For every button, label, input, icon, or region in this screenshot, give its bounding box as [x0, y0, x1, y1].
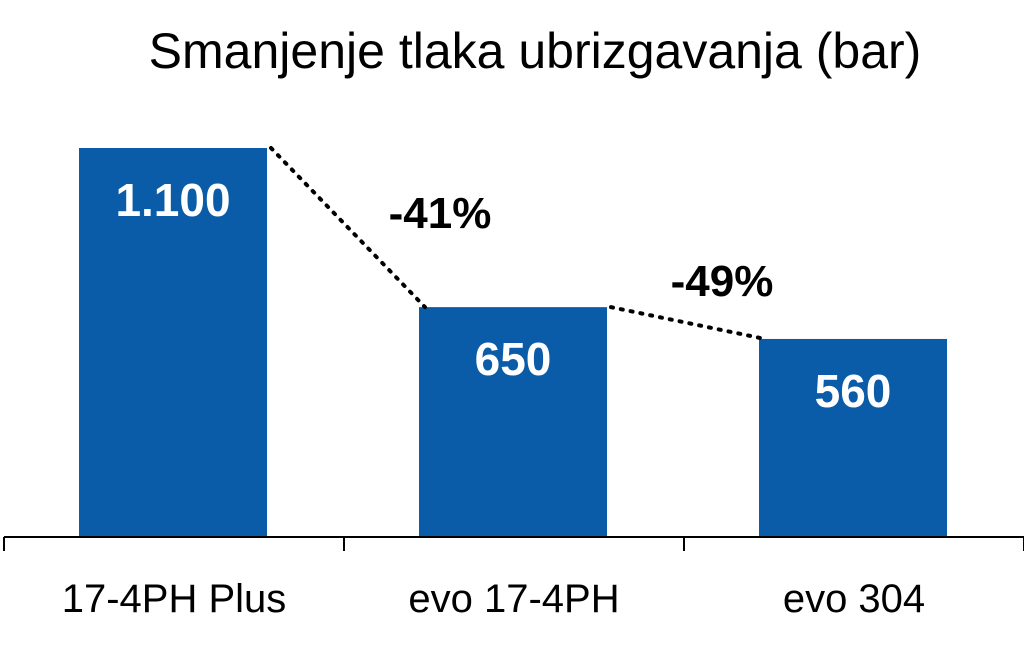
bar-2: [419, 307, 607, 537]
annotation-drop-1: -41%: [389, 189, 492, 238]
bar-1: [79, 148, 267, 537]
bar-3: [759, 338, 947, 537]
x-axis: 17-4PH Plus evo 17-4PH evo 304: [3, 536, 1024, 621]
bars-group: 1.100 650 560: [79, 148, 947, 537]
category-label-2: evo 17-4PH: [408, 577, 619, 621]
connector-line-2: [609, 305, 767, 341]
annotation-drop-2: -49%: [671, 257, 774, 306]
category-label-1: 17-4PH Plus: [62, 577, 287, 621]
connectors-group: [269, 146, 767, 341]
category-label-3: evo 304: [783, 577, 925, 621]
chart-title: Smanjenje tlaka ubrizgavanja (bar): [149, 23, 922, 79]
bar-value-label-1: 1.100: [115, 174, 230, 226]
bar-value-label-2: 650: [475, 333, 552, 385]
connector-line-1: [269, 146, 427, 310]
bar-value-label-3: 560: [815, 365, 892, 417]
